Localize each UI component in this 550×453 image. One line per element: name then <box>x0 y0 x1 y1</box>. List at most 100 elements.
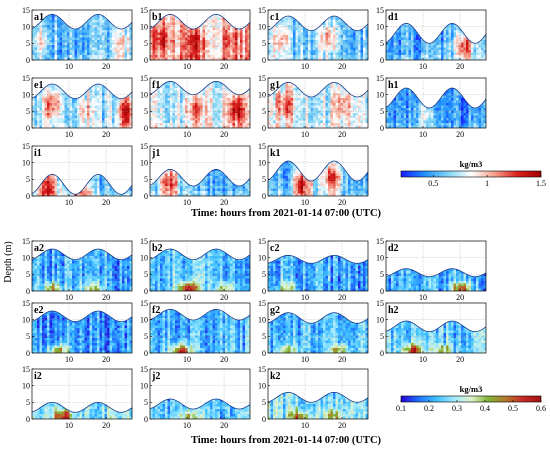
colorbar-tick-label: 0.3 <box>452 404 462 413</box>
y-tick-label: 5 <box>380 270 384 279</box>
x-tick-label: 10 <box>183 355 191 364</box>
y-tick-label: 10 <box>258 90 266 99</box>
x-tick-label: 20 <box>220 198 228 207</box>
x-tick-label: 10 <box>301 293 309 302</box>
y-tick-label: 5 <box>144 175 148 184</box>
heat-cells <box>32 311 132 353</box>
y-tick-label: 5 <box>144 332 148 341</box>
y-tick-label: 10 <box>22 253 30 262</box>
y-tick-label: 15 <box>22 299 30 308</box>
surface-line <box>149 308 251 321</box>
surface-line <box>385 268 487 278</box>
surface-line <box>267 15 369 32</box>
y-tick-label: 15 <box>376 237 384 246</box>
y-tick-label: 5 <box>144 39 148 48</box>
y-tick-label: 10 <box>22 90 30 99</box>
surface-line <box>385 22 487 44</box>
x-tick-label: 10 <box>183 62 191 71</box>
colorbar-strip <box>400 395 542 403</box>
x-tick-label: 20 <box>102 421 110 430</box>
x-axis-label-bottom: Time: hours from 2021-01-14 07:00 (UTC) <box>191 435 382 446</box>
y-tick-label: 10 <box>258 315 266 324</box>
panel-frame <box>31 240 133 292</box>
panel-frame <box>31 302 133 354</box>
x-tick-label: 10 <box>183 293 191 302</box>
panel-frame <box>31 368 133 420</box>
x-tick-label: 10 <box>301 198 309 207</box>
y-tick-label: 15 <box>22 237 30 246</box>
surface-line <box>385 87 487 109</box>
y-tick-label: 0 <box>26 124 30 133</box>
panel-frame <box>149 240 251 292</box>
panel-frame <box>149 145 251 197</box>
panel-label: k1 <box>270 148 281 159</box>
heat-cells <box>386 268 486 291</box>
y-tick-label: 10 <box>140 90 148 99</box>
y-tick-label: 10 <box>140 158 148 167</box>
panel-b2: 0 5 10 15 10 20 b2 <box>140 237 251 302</box>
y-tick-label: 10 <box>22 381 30 390</box>
y-tick-label: 15 <box>140 6 148 15</box>
panel-label: k2 <box>270 371 281 382</box>
heat-cells <box>32 174 132 196</box>
y-tick-label: 15 <box>22 74 30 83</box>
x-tick-label: 20 <box>102 198 110 207</box>
y-tick-label: 0 <box>262 192 266 201</box>
x-tick-label: 10 <box>183 198 191 207</box>
y-tick-label: 5 <box>144 270 148 279</box>
panel-frame <box>267 9 369 61</box>
y-tick-label: 0 <box>262 287 266 296</box>
surface-line <box>267 312 369 324</box>
panel-f1: 0 5 10 15 10 20 f1 <box>140 74 251 139</box>
panel-frame <box>31 145 133 197</box>
panel-label: a1 <box>34 12 44 23</box>
x-axis-label-top: Time: hours from 2021-01-14 07:00 (UTC) <box>191 208 382 219</box>
x-tick-label: 10 <box>419 130 427 139</box>
panel-label: b2 <box>152 243 163 254</box>
panel-e2: 0 5 10 15 10 20 e2 <box>22 299 133 364</box>
panel-label: g1 <box>270 80 280 91</box>
x-tick-label: 20 <box>338 355 346 364</box>
y-tick-label: 0 <box>380 56 384 65</box>
y-tick-label: 0 <box>144 124 148 133</box>
heat-cells <box>268 82 368 128</box>
x-tick-label: 10 <box>301 355 309 364</box>
heat-cells <box>268 392 368 419</box>
y-tick-label: 10 <box>258 22 266 31</box>
panel-i2: 0 5 10 15 10 20 i2 <box>22 365 133 430</box>
x-tick-label: 20 <box>220 62 228 71</box>
y-tick-label: 5 <box>262 398 266 407</box>
y-tick-label: 0 <box>26 192 30 201</box>
y-tick-label: 5 <box>26 107 30 116</box>
heat-cells <box>386 88 486 128</box>
y-tick-label: 5 <box>380 107 384 116</box>
x-tick-label: 10 <box>183 421 191 430</box>
y-tick-label: 5 <box>26 270 30 279</box>
x-tick-label: 10 <box>419 355 427 364</box>
y-tick-label: 15 <box>140 237 148 246</box>
y-tick-label: 5 <box>26 332 30 341</box>
x-tick-label: 20 <box>102 62 110 71</box>
surface-line <box>31 83 133 100</box>
panel-frame <box>385 302 487 354</box>
y-tick-label: 10 <box>140 381 148 390</box>
x-tick-label: 20 <box>220 130 228 139</box>
y-tick-label: 5 <box>380 332 384 341</box>
panel-frame <box>149 77 251 129</box>
panel-j2: 0 5 10 15 10 20 j2 <box>140 365 251 430</box>
x-tick-label: 20 <box>456 293 464 302</box>
panel-frame <box>149 302 251 354</box>
y-tick-label: 15 <box>258 365 266 374</box>
panel-label: d1 <box>388 12 399 23</box>
y-tick-label: 0 <box>262 415 266 424</box>
panel-frame <box>267 302 369 354</box>
y-tick-label: 15 <box>258 142 266 151</box>
panel-f2: 0 5 10 15 10 20 f2 <box>140 299 251 364</box>
panel-a1: 0 5 10 15 10 20 a1 <box>22 6 133 71</box>
panel-c2: 0 5 10 15 10 20 c2 <box>258 237 369 302</box>
x-tick-label: 10 <box>65 293 73 302</box>
y-tick-label: 5 <box>26 175 30 184</box>
panel-label: a2 <box>34 243 44 254</box>
panel-e1: 0 5 10 15 10 20 e1 <box>22 74 133 139</box>
panel-label: f1 <box>152 80 160 91</box>
